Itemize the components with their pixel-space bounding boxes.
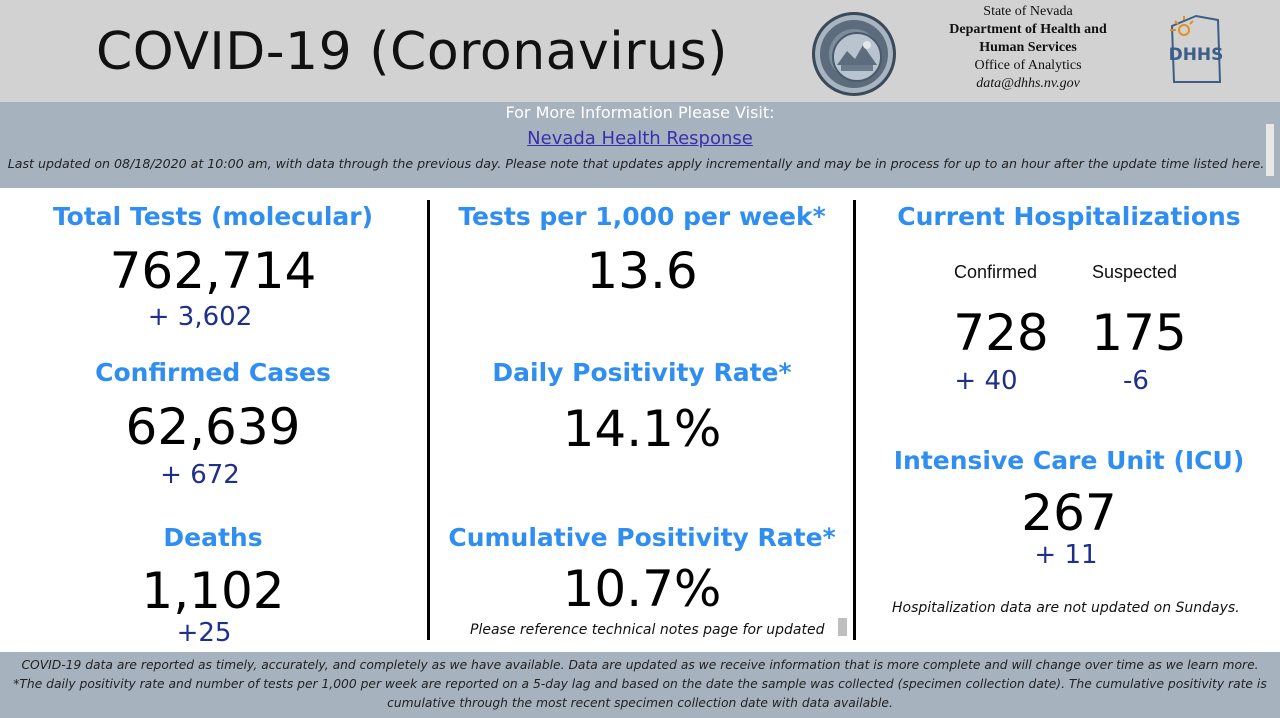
nevada-health-response-link[interactable]: Nevada Health Response (527, 128, 753, 149)
note-scrollbar[interactable] (838, 618, 847, 636)
total-tests-title: Total Tests (molecular) (52, 202, 374, 231)
icu-title: Intensive Care Unit (ICU) (893, 446, 1245, 475)
org-office: Office of Analytics (974, 58, 1082, 73)
tests-per-1000-title: Tests per 1,000 per week* (458, 202, 826, 231)
technical-notes-note: Please reference technical notes page fo… (470, 622, 825, 638)
info-heading: For More Information Please Visit: (505, 103, 775, 122)
footer: COVID-19 data are reported as timely, ac… (0, 652, 1280, 718)
column-middle: Tests per 1,000 per week* 13.6 Daily Pos… (430, 190, 854, 650)
hospital-confirmed-value: 728 (953, 304, 1049, 362)
column-divider-1 (427, 200, 430, 640)
hospitalizations-title: Current Hospitalizations (897, 202, 1241, 231)
hospital-suspected-value: 175 (1091, 304, 1187, 362)
confirmed-cases-title: Confirmed Cases (95, 358, 331, 387)
daily-positivity-title: Daily Positivity Rate* (492, 358, 792, 387)
column-left: Total Tests (molecular) 762,714 + 3,602 … (0, 190, 426, 650)
cumulative-positivity-value: 10.7% (562, 560, 722, 618)
daily-positivity-value: 14.1% (562, 400, 722, 458)
footer-line-3: cumulative through the most recent speci… (387, 696, 893, 710)
dhhs-logo-icon: DHHS (1166, 8, 1226, 90)
org-email: data@dhhs.nv.gov (976, 76, 1080, 91)
org-info: State of Nevada Department of Health and… (920, 3, 1136, 93)
column-divider-2 (853, 200, 856, 640)
confirmed-label: Confirmed (954, 262, 1038, 282)
hospital-sunday-note: Hospitalization data are not updated on … (892, 600, 1240, 616)
icu-value: 267 (1021, 484, 1117, 542)
deaths-title: Deaths (163, 523, 263, 552)
deaths-change: +25 (176, 618, 232, 648)
total-tests-change: + 3,602 (147, 302, 253, 332)
cumulative-positivity-title: Cumulative Positivity Rate* (448, 523, 836, 552)
nevada-state-seal-icon (812, 12, 896, 96)
header: COVID-19 (Coronavirus) State of Nevada D… (0, 0, 1280, 102)
hospital-suspected-change: -6 (1123, 366, 1149, 396)
info-band: For More Information Please Visit: Nevad… (0, 102, 1280, 188)
hospital-confirmed-change: + 40 (954, 366, 1018, 396)
org-state: State of Nevada (983, 4, 1073, 19)
page-title: COVID-19 (Coronavirus) (96, 22, 728, 82)
footer-line-1: COVID-19 data are reported as timely, ac… (21, 658, 1259, 672)
deaths-value: 1,102 (141, 562, 285, 620)
icu-change: + 11 (1034, 540, 1098, 570)
info-scrollbar[interactable] (1266, 124, 1274, 176)
org-department-2: Human Services (979, 40, 1077, 55)
footer-line-2: *The daily positivity rate and number of… (13, 677, 1267, 691)
tests-per-1000-value: 13.6 (586, 242, 698, 300)
org-department: Department of Health and (949, 22, 1107, 37)
svg-text:DHHS: DHHS (1169, 45, 1224, 65)
last-updated-note: Last updated on 08/18/2020 at 10:00 am, … (7, 156, 1265, 171)
column-right: Current Hospitalizations Confirmed Suspe… (858, 190, 1280, 650)
suspected-label: Suspected (1092, 262, 1178, 282)
total-tests-value: 762,714 (109, 242, 317, 300)
confirmed-cases-value: 62,639 (125, 398, 301, 456)
confirmed-cases-change: + 672 (160, 460, 240, 490)
